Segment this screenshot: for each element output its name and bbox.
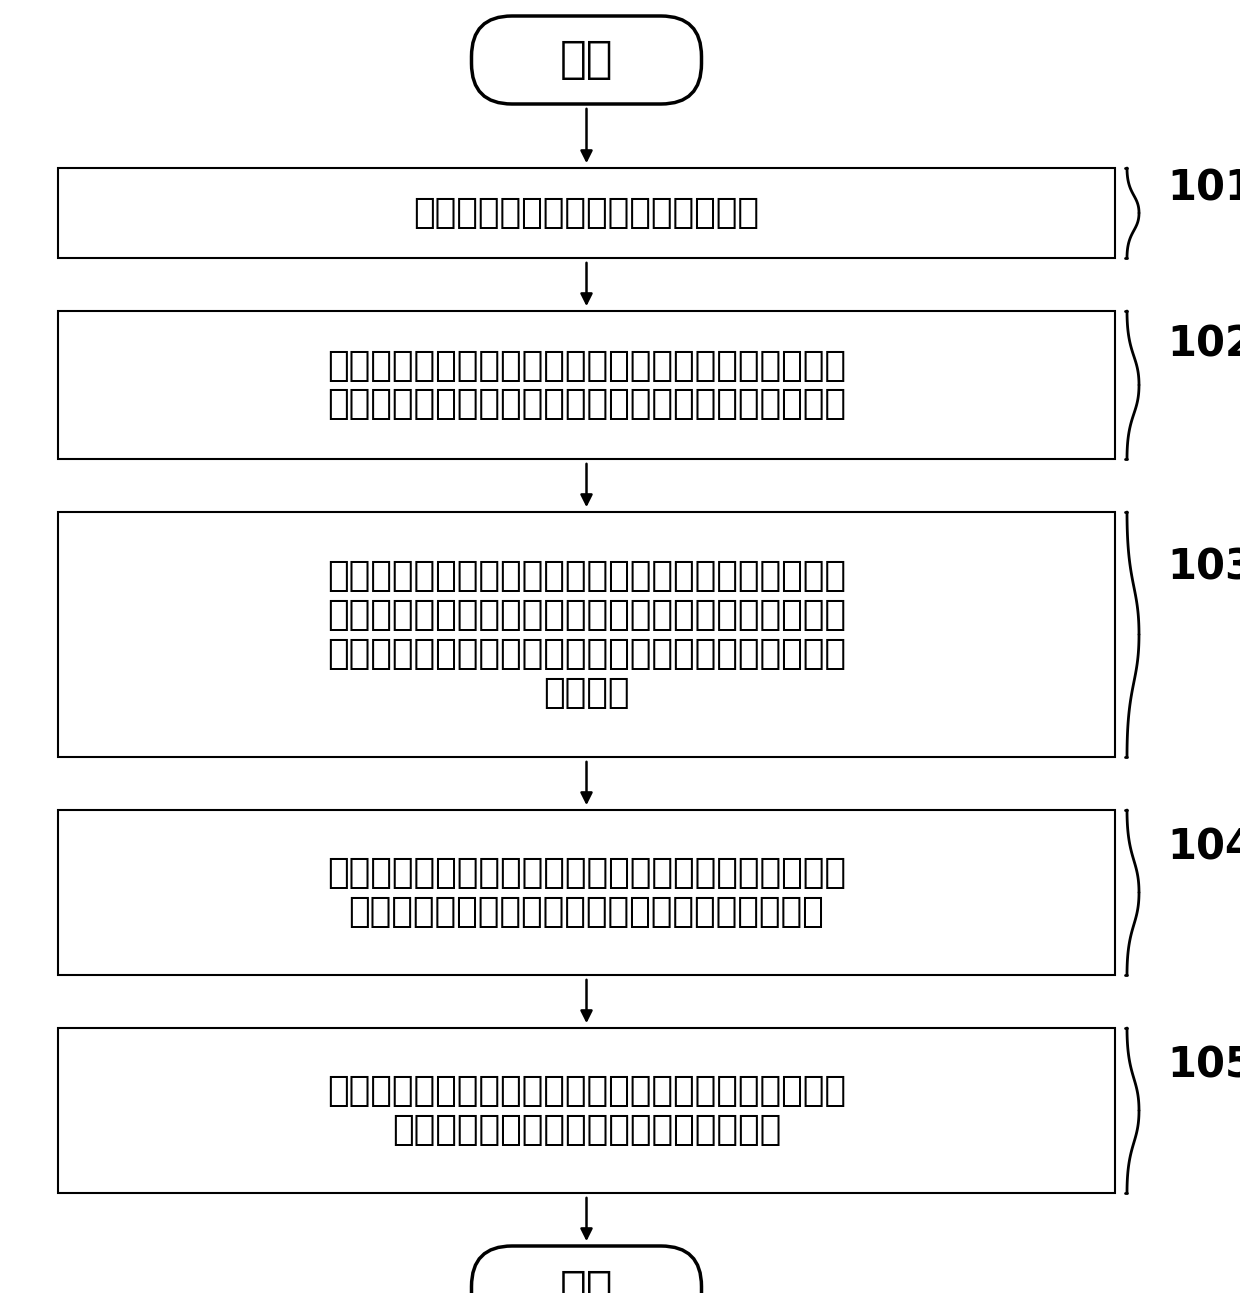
Text: 的误差量，根据所述误差量确定定位精度: 的误差量，根据所述误差量确定定位精度: [392, 1113, 781, 1147]
Bar: [58, 312, 1115, 459]
Text: 通过透视投影原理模拟圆形目标的成像过程，将所述圆: 通过透视投影原理模拟圆形目标的成像过程，将所述圆: [327, 349, 846, 383]
Text: 间圆位姿识别，获得圆形目标的偏差空间位姿状态: 间圆位姿识别，获得圆形目标的偏差空间位姿状态: [348, 895, 825, 928]
Text: 结束: 结束: [559, 1268, 614, 1293]
Text: 103: 103: [1167, 546, 1240, 588]
Text: 形目标的连续圆形曲线投影到图像平面，得到椭圆曲线: 形目标的连续圆形曲线投影到图像平面，得到椭圆曲线: [327, 388, 846, 422]
Text: 通过对比获得圆形目标的偏差空间位姿状态和初始状态: 通过对比获得圆形目标的偏差空间位姿状态和初始状态: [327, 1074, 846, 1108]
Text: 开始: 开始: [559, 39, 614, 81]
Text: 点集曲线: 点集曲线: [543, 676, 630, 710]
Text: 设定圆形目标相对于相机的初始状态: 设定圆形目标相对于相机的初始状态: [413, 197, 759, 230]
Bar: [58, 512, 1115, 756]
Bar: [58, 809, 1115, 975]
Bar: [58, 1028, 1115, 1193]
Text: 对所述离散像素点集曲线进行弧段提取、椭圆拟合和空: 对所述离散像素点集曲线进行弧段提取、椭圆拟合和空: [327, 856, 846, 890]
Text: 离散投影点，在所述离散投影点上利用蒙特卡洛方法对: 离散投影点，在所述离散投影点上利用蒙特卡洛方法对: [327, 597, 846, 632]
Text: 按照图像分辨率对所述椭圆曲线进行栅格离散化，获得: 按照图像分辨率对所述椭圆曲线进行栅格离散化，获得: [327, 559, 846, 593]
Text: 104: 104: [1167, 826, 1240, 868]
Text: 成像误差进行模拟叠加，生成带有随机误差的离散像素: 成像误差进行模拟叠加，生成带有随机误差的离散像素: [327, 637, 846, 671]
Text: 105: 105: [1167, 1045, 1240, 1086]
FancyBboxPatch shape: [471, 16, 702, 103]
Bar: [58, 168, 1115, 259]
FancyBboxPatch shape: [471, 1246, 702, 1293]
Text: 102: 102: [1167, 323, 1240, 366]
Text: 101: 101: [1167, 167, 1240, 209]
